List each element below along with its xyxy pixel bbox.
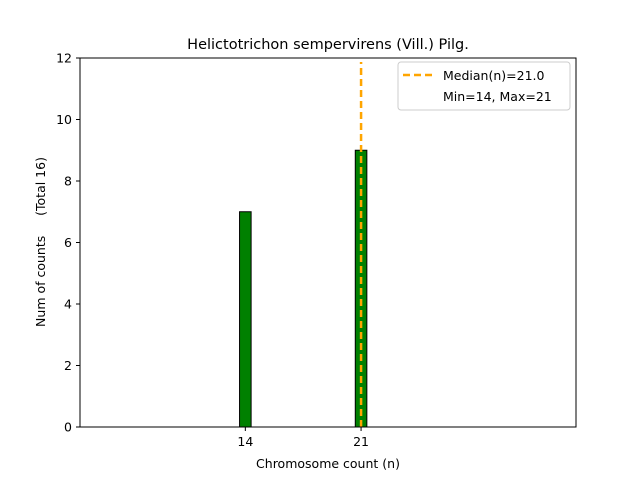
y-tick-label: 8 [64, 174, 72, 189]
legend-median-label: Median(n)=21.0 [443, 68, 544, 83]
y-tick-label: 2 [64, 358, 72, 373]
chart-title: Helictotrichon sempervirens (Vill.) Pilg… [187, 37, 469, 53]
y-tick-label: 0 [64, 420, 72, 435]
x-tick-label: 21 [353, 434, 369, 449]
legend: Median(n)=21.0 Min=14, Max=21 [397, 61, 571, 111]
y-tick-label: 6 [64, 235, 72, 250]
bar-14 [239, 211, 252, 428]
y-axis-label: Num of counts (Total 16) [33, 157, 48, 327]
y-tick-label: 4 [64, 297, 72, 312]
x-axis-label: Chromosome count (n) [256, 456, 400, 471]
x-axis-ticks: 14 21 [237, 427, 369, 449]
x-tick-label: 14 [237, 434, 253, 449]
y-axis-ticks: 0 2 4 6 8 10 12 [56, 51, 80, 435]
legend-box [397, 61, 571, 111]
legend-range-label: Min=14, Max=21 [443, 89, 552, 104]
y-tick-label: 12 [56, 51, 72, 66]
y-tick-label: 10 [56, 112, 72, 127]
